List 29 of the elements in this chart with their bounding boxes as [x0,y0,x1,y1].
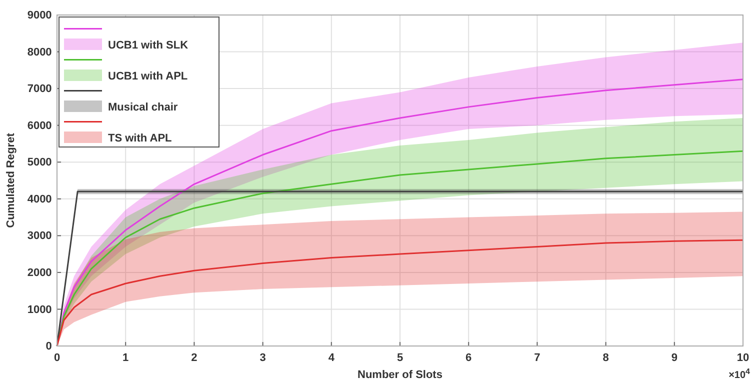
x-tick-label: 10 [736,352,750,364]
y-tick-label: 5000 [27,156,52,169]
legend-label: Musical chair [108,101,178,114]
y-tick-label: 3000 [27,230,52,242]
y-tick-label: 2000 [27,266,52,279]
x-tick-label: 3 [260,352,266,364]
legend-label: TS with APL [108,132,172,144]
x-tick-label: 2 [191,352,198,364]
x-tick-label: 4 [328,352,336,364]
y-tick-label: 0 [46,340,52,353]
y-tick-label: 7000 [27,83,52,96]
x-tick-label: 9 [671,352,678,364]
x-tick-label: 7 [534,352,540,364]
x-tick-label: 6 [466,352,472,364]
x-tick-label: 8 [602,352,609,364]
y-axis-title: Cumulated Regret [5,132,17,228]
text: ×10$^{4}$ [728,366,751,381]
x-tick-label: 5 [396,352,404,364]
y-tick-label: 4000 [27,193,52,206]
y-tick-label: 6000 [27,120,52,132]
legend-label: UCB1 with SLK [108,39,188,52]
y-tick-label: 8000 [27,46,52,58]
x-axis-title: Number of Slots [358,369,442,381]
x-tick-label: 0 [54,352,60,364]
y-tick-label: 9000 [27,10,52,22]
legend-label: UCB1 with APL [108,70,188,82]
y-tick-label: 1000 [27,304,52,316]
line-series [56,239,744,347]
x-tick-label: 1 [122,352,129,364]
